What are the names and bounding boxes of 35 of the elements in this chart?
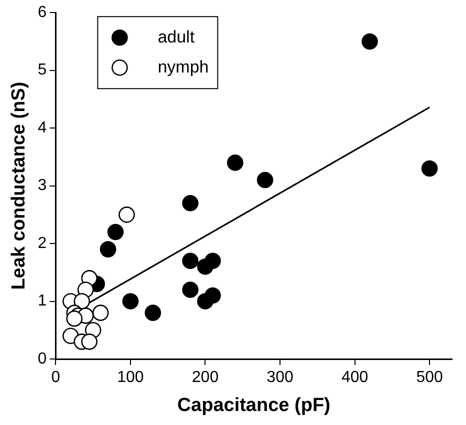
y-tick-label: 0 [38, 350, 47, 368]
point [182, 194, 198, 212]
x-axis-title: Capacitance (pF) [177, 394, 330, 416]
y-tick-label: 3 [38, 177, 47, 194]
y-tick-label: 6 [38, 4, 47, 22]
point [421, 160, 438, 177]
point [182, 282, 198, 298]
point [182, 252, 198, 270]
point [204, 287, 221, 304]
point [256, 172, 274, 188]
y-tick-label: 2 [38, 234, 47, 252]
legend-label: nymph [158, 57, 209, 76]
point [204, 252, 221, 270]
point [81, 334, 98, 350]
x-tick-label: 300 [266, 369, 294, 386]
y-tick-label: 1 [38, 292, 47, 310]
y-axis-title: Leak conductance (nS) [8, 82, 30, 290]
y-tick-label: 5 [38, 62, 47, 79]
point [100, 241, 116, 258]
point [74, 293, 90, 310]
x-tick-label: 100 [117, 369, 144, 386]
point [92, 304, 109, 321]
x-tick-label: 400 [341, 369, 368, 386]
point [144, 304, 162, 321]
point [362, 33, 378, 50]
y-tick-label: 4 [38, 119, 47, 136]
point [66, 310, 83, 327]
point [227, 154, 244, 171]
x-tick-label: 500 [416, 369, 444, 386]
point [107, 224, 124, 240]
x-tick-label: 0 [51, 369, 60, 386]
x-tick-label: 200 [192, 369, 219, 386]
point [118, 206, 135, 223]
legend-label: adult [158, 27, 195, 46]
point [122, 293, 139, 310]
